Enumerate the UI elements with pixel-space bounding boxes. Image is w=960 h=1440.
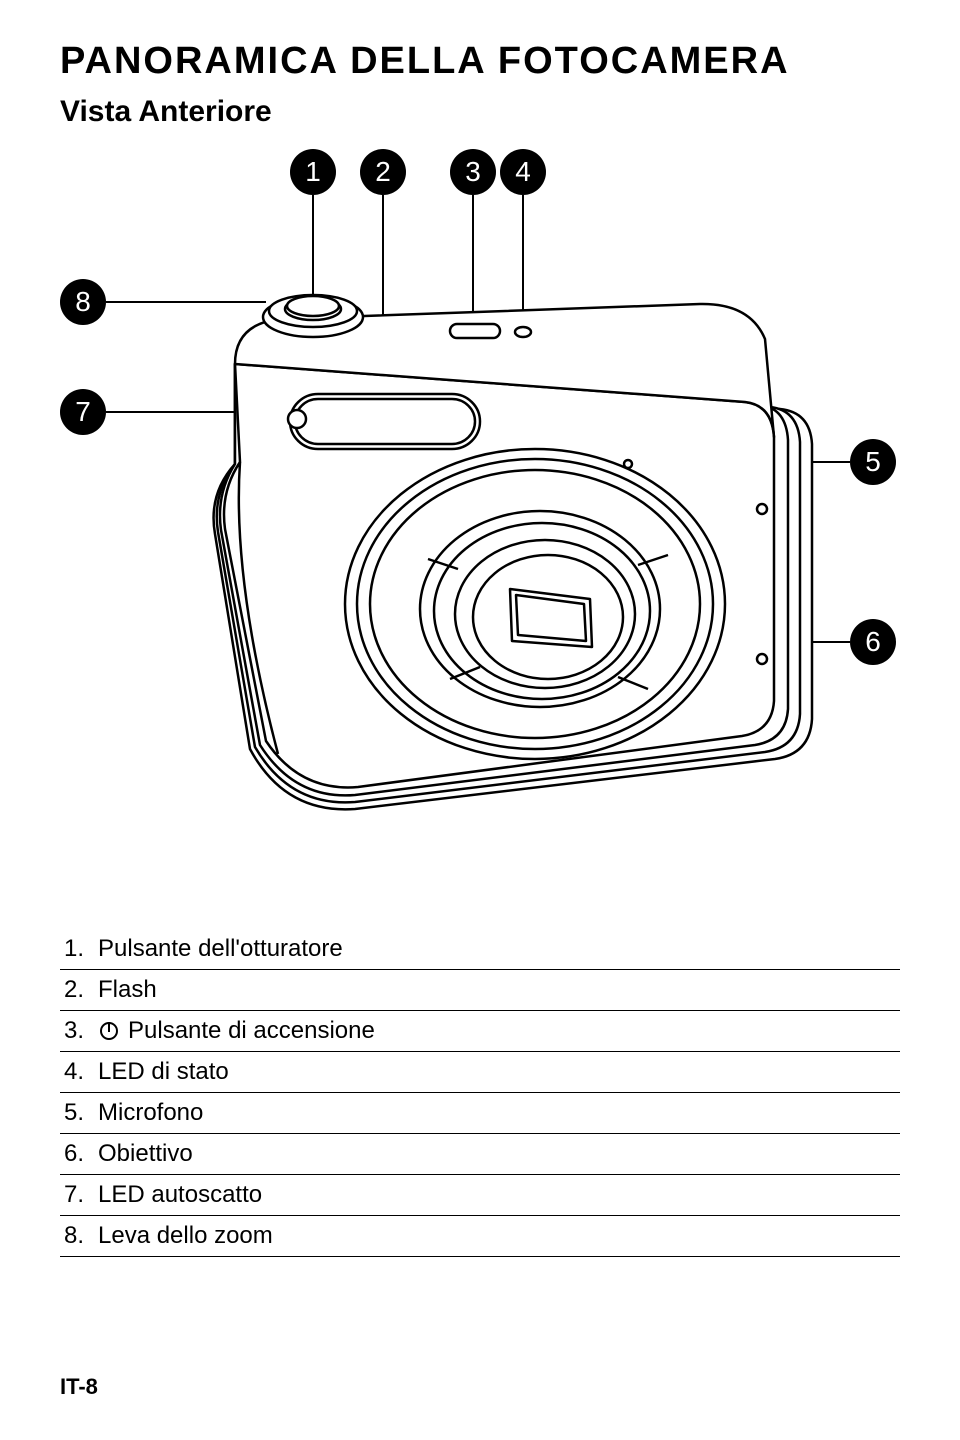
legend-num: 2. [64,976,90,1004]
legend-text: Leva dello zoom [98,1222,273,1250]
legend-table: 1. Pulsante dell'otturatore 2. Flash 3. … [60,929,900,1257]
page-title: PANORAMICA DELLA FOTOCAMERA [60,40,900,83]
legend-text: Microfono [98,1099,203,1127]
legend-row: 2. Flash [60,970,900,1011]
page-subtitle: Vista Anteriore [60,95,900,129]
legend-row: 6. Obiettivo [60,1134,900,1175]
callout-5: 5 [850,439,896,485]
legend-num: 1. [64,935,90,963]
legend-num: 6. [64,1140,90,1168]
callout-8: 8 [60,279,106,325]
legend-text: Flash [98,976,157,1004]
legend-text: Obiettivo [98,1140,193,1168]
legend-num: 3. [64,1017,90,1045]
legend-text: LED di stato [98,1058,229,1086]
legend-num: 8. [64,1222,90,1250]
callout-4: 4 [500,149,546,195]
page-number: IT-8 [60,1374,98,1400]
callout-3: 3 [450,149,496,195]
legend-num: 7. [64,1181,90,1209]
callout-1: 1 [290,149,336,195]
legend-row: 3. Pulsante di accensione [60,1011,900,1052]
legend-row: 7. LED autoscatto [60,1175,900,1216]
camera-diagram: 1 2 3 4 8 7 5 6 [60,149,900,869]
legend-num: 4. [64,1058,90,1086]
legend-row: 1. Pulsante dell'otturatore [60,929,900,970]
legend-num: 5. [64,1099,90,1127]
legend-text: Pulsante dell'otturatore [98,935,343,963]
legend-text: LED autoscatto [98,1181,262,1209]
camera-illustration [140,249,840,849]
callout-2: 2 [360,149,406,195]
legend-row: 8. Leva dello zoom [60,1216,900,1257]
legend-text: Pulsante di accensione [128,1017,375,1045]
power-icon [100,1022,118,1040]
callout-7: 7 [60,389,106,435]
callout-6: 6 [850,619,896,665]
legend-row: 4. LED di stato [60,1052,900,1093]
legend-row: 5. Microfono [60,1093,900,1134]
